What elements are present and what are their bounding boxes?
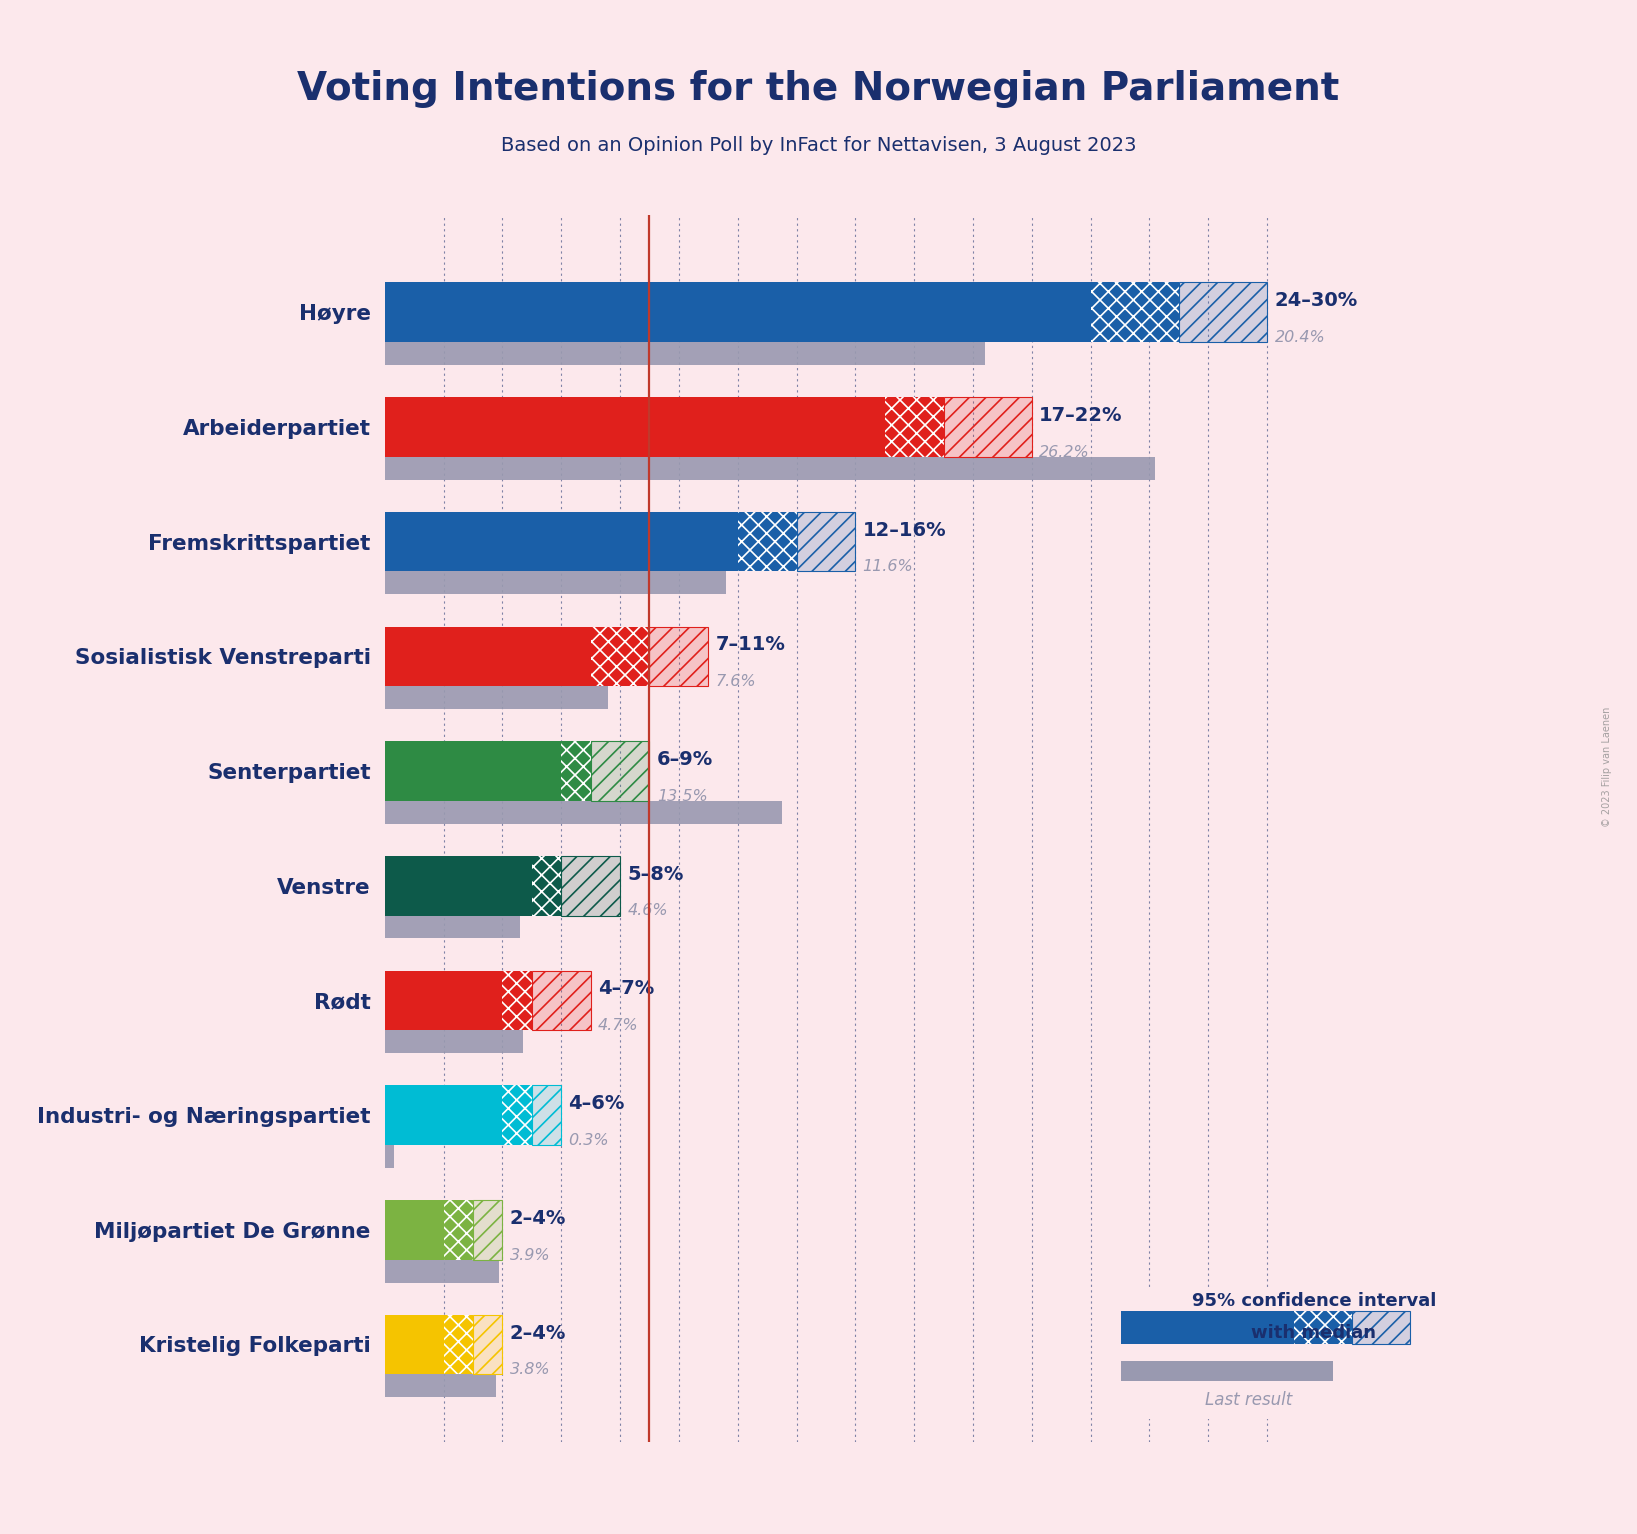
Bar xyxy=(444,1200,473,1259)
Text: 7–11%: 7–11% xyxy=(715,635,786,655)
Text: 4.7%: 4.7% xyxy=(598,1019,638,1032)
Text: 11.6%: 11.6% xyxy=(863,560,913,574)
Bar xyxy=(943,397,1031,457)
Text: with median: with median xyxy=(1251,1324,1377,1342)
Text: 12–16%: 12–16% xyxy=(863,520,946,540)
Text: 2–4%: 2–4% xyxy=(509,1324,566,1342)
Bar xyxy=(591,626,650,686)
Text: 4–7%: 4–7% xyxy=(598,979,655,999)
Text: 2–4%: 2–4% xyxy=(509,1209,566,1227)
Text: 20.4%: 20.4% xyxy=(1275,330,1326,345)
Bar xyxy=(385,1085,503,1144)
Text: Based on an Opinion Poll by InFact for Nettavisen, 3 August 2023: Based on an Opinion Poll by InFact for N… xyxy=(501,137,1136,155)
Bar xyxy=(943,397,1031,457)
Bar xyxy=(532,856,561,916)
Text: 5–8%: 5–8% xyxy=(627,865,684,884)
Bar xyxy=(503,971,532,1031)
Bar xyxy=(1352,1312,1409,1344)
Bar xyxy=(385,856,532,916)
Bar xyxy=(561,856,620,916)
Text: 0.3%: 0.3% xyxy=(568,1132,609,1147)
Bar xyxy=(385,1374,496,1397)
Bar xyxy=(385,342,985,365)
Text: 3.8%: 3.8% xyxy=(509,1362,550,1378)
Bar xyxy=(385,397,884,457)
Bar xyxy=(385,801,782,824)
Bar xyxy=(1352,1312,1409,1344)
Text: 6–9%: 6–9% xyxy=(656,750,714,769)
Bar xyxy=(385,916,521,939)
Bar xyxy=(385,457,1156,480)
Text: 3.9%: 3.9% xyxy=(509,1247,550,1262)
Text: Voting Intentions for the Norwegian Parliament: Voting Intentions for the Norwegian Parl… xyxy=(298,71,1339,107)
Bar xyxy=(385,572,725,594)
Bar xyxy=(650,626,709,686)
Text: 26.2%: 26.2% xyxy=(1039,445,1090,460)
Bar xyxy=(532,1085,561,1144)
Bar xyxy=(385,1144,393,1167)
Bar xyxy=(738,512,797,572)
Bar xyxy=(473,1200,503,1259)
Text: 17–22%: 17–22% xyxy=(1039,407,1123,425)
Bar xyxy=(385,282,1090,342)
Bar xyxy=(1090,282,1179,342)
Bar xyxy=(591,741,650,801)
Bar xyxy=(385,1200,444,1259)
Bar xyxy=(532,971,591,1031)
Bar xyxy=(1179,282,1267,342)
Bar xyxy=(385,1031,522,1054)
Bar xyxy=(561,856,620,916)
Bar xyxy=(561,741,591,801)
Bar xyxy=(532,971,591,1031)
Bar xyxy=(473,1315,503,1374)
Bar xyxy=(1179,282,1267,342)
Bar xyxy=(1121,1312,1295,1344)
Text: © 2023 Filip van Laenen: © 2023 Filip van Laenen xyxy=(1603,707,1612,827)
Text: 13.5%: 13.5% xyxy=(656,788,707,804)
Bar xyxy=(650,626,709,686)
Text: 4–6%: 4–6% xyxy=(568,1094,625,1114)
Text: 4.6%: 4.6% xyxy=(627,904,668,919)
Bar xyxy=(385,512,738,572)
Bar xyxy=(532,1085,561,1144)
Bar xyxy=(884,397,943,457)
Bar xyxy=(797,512,855,572)
Bar xyxy=(385,626,591,686)
Bar xyxy=(444,1315,473,1374)
Bar xyxy=(385,686,609,709)
Bar xyxy=(385,1315,444,1374)
Bar xyxy=(473,1315,503,1374)
Bar xyxy=(473,1200,503,1259)
Bar xyxy=(385,741,561,801)
Bar xyxy=(385,971,503,1031)
Text: 7.6%: 7.6% xyxy=(715,673,756,689)
Text: 95% confidence interval: 95% confidence interval xyxy=(1192,1293,1436,1310)
Bar xyxy=(1295,1312,1352,1344)
Bar xyxy=(503,1085,532,1144)
Bar xyxy=(385,1259,499,1282)
Bar xyxy=(591,741,650,801)
Text: Last result: Last result xyxy=(1205,1390,1292,1408)
Bar xyxy=(797,512,855,572)
Text: 24–30%: 24–30% xyxy=(1275,291,1357,310)
Bar xyxy=(1121,1361,1333,1381)
